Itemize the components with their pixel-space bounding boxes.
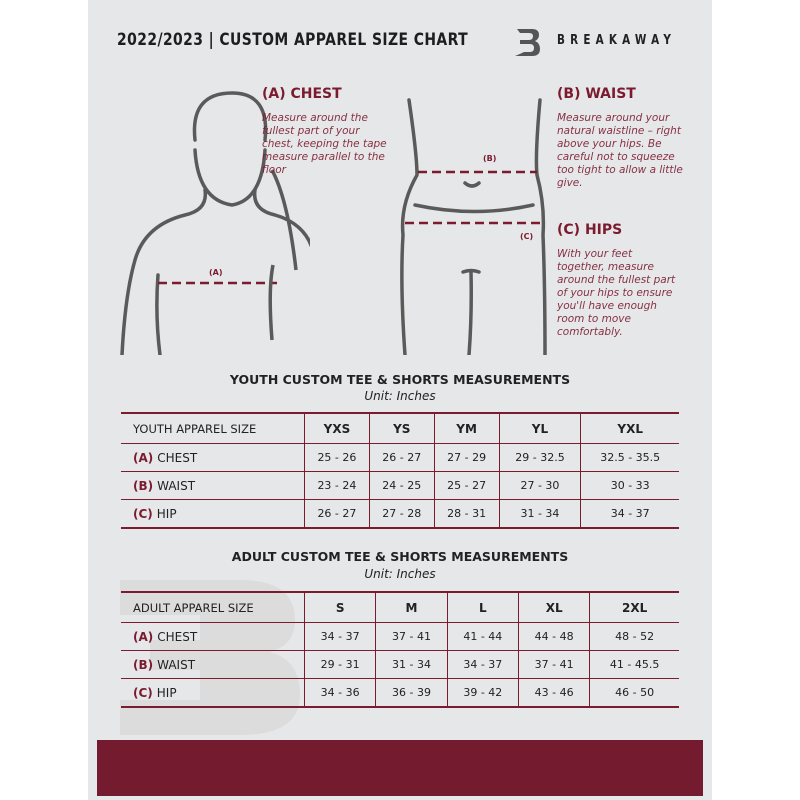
page-title: 2022/2023 | CUSTOM APPAREL SIZE CHART	[117, 30, 469, 50]
size-column-header: M	[375, 592, 448, 623]
adult-section-title: ADULT CUSTOM TEE & SHORTS MEASUREMENTS	[231, 549, 569, 564]
table-cell: 36 - 39	[375, 678, 448, 707]
table-row: (B) WAIST 29 - 31 31 - 34 34 - 37 37 - 41 41 -…	[121, 650, 679, 679]
table-cell: 48 - 52	[589, 622, 679, 651]
size-column-header: YS	[368, 413, 435, 444]
table-header-row: ADULT APPAREL SIZE S M L XL 2XL	[121, 592, 679, 623]
footer-bar	[97, 740, 703, 796]
measurement-code: (A)	[133, 450, 154, 465]
table-cell: 28 - 31	[433, 499, 500, 528]
youth-unit: Unit: Inches	[364, 389, 436, 403]
brand-name: BREAKAWAY	[557, 33, 677, 48]
table-cell: 29 - 32.5	[498, 443, 581, 472]
size-header-label: YOUTH APPAREL SIZE	[121, 413, 305, 444]
measurement-label: (B) WAIST	[121, 650, 305, 679]
size-column-header: 2XL	[589, 592, 679, 623]
table-cell: 26 - 27	[368, 443, 435, 472]
youth-section-title: YOUTH CUSTOM TEE & SHORTS MEASUREMENTS	[229, 372, 571, 387]
measurement-code: (B)	[133, 657, 154, 672]
measurement-label: (A) CHEST	[121, 443, 305, 472]
chest-heading: (A) CHEST	[262, 86, 342, 102]
chest-description: Measure around the fullest part of your …	[262, 112, 387, 176]
table-cell: 34 - 37	[580, 499, 679, 528]
table-cell: 41 - 45.5	[589, 650, 679, 679]
measurement-name: CHEST	[157, 629, 198, 644]
measurement-label: (C) HIP	[121, 679, 305, 708]
table-cell: 34 - 37	[303, 622, 376, 651]
waist-description: Measure around your natural waistline – …	[557, 112, 683, 189]
table-cell: 26 - 27	[304, 499, 370, 528]
measurement-label: (B) WAIST	[121, 471, 305, 500]
table-cell: 27 - 30	[498, 471, 581, 500]
size-header-label: ADULT APPAREL SIZE	[121, 592, 305, 623]
adult-size-table: ADULT APPAREL SIZE S M L XL 2XL (A) CHEST 34 - 3…	[121, 591, 679, 708]
waist-heading: (B) WAIST	[557, 86, 636, 102]
table-row: (C) HIP 34 - 36 36 - 39 39 - 42 43 - 46 46 - 5…	[121, 678, 679, 708]
measurement-name: WAIST	[157, 478, 196, 493]
size-column-header: XL	[517, 592, 590, 623]
hips-heading: (C) HIPS	[557, 222, 623, 238]
waist-marker: (B)	[483, 154, 497, 163]
chest-marker: (A)	[209, 268, 223, 277]
measurement-code: (B)	[133, 478, 154, 493]
measurement-name: WAIST	[157, 657, 196, 672]
measurement-name: HIP	[156, 685, 177, 700]
table-cell: 23 - 24	[304, 471, 370, 500]
measurement-label: (A) CHEST	[121, 622, 305, 651]
table-cell: 24 - 25	[368, 471, 435, 500]
measurement-label: (C) HIP	[121, 500, 305, 529]
table-cell: 27 - 29	[433, 443, 500, 472]
table-cell: 31 - 34	[375, 650, 448, 679]
table-row: (A) CHEST 34 - 37 37 - 41 41 - 44 44 - 48 48 -…	[121, 622, 679, 651]
table-cell: 30 - 33	[580, 471, 679, 500]
lower-body-figure	[400, 98, 547, 355]
table-header-row: YOUTH APPAREL SIZE YXS YS YM YL YXL	[121, 413, 679, 444]
table-cell: 46 - 50	[589, 678, 679, 707]
size-column-header: L	[446, 592, 519, 623]
table-cell: 44 - 48	[517, 622, 590, 651]
table-cell: 34 - 37	[446, 650, 519, 679]
table-cell: 29 - 31	[303, 650, 376, 679]
table-cell: 27 - 28	[368, 499, 435, 528]
breakaway-logo-icon	[515, 29, 540, 56]
hips-marker: (C)	[520, 232, 534, 241]
table-cell: 43 - 46	[517, 678, 590, 707]
size-column-header: YL	[498, 413, 581, 444]
table-row: (B) WAIST 23 - 24 24 - 25 25 - 27 27 - 30 30 -…	[121, 471, 679, 500]
size-column-header: YM	[433, 413, 500, 444]
adult-unit: Unit: Inches	[364, 567, 436, 581]
size-column-header: S	[303, 592, 376, 623]
table-cell: 37 - 41	[517, 650, 590, 679]
table-row: (A) CHEST 25 - 26 26 - 27 27 - 29 29 - 32.5 32…	[121, 443, 679, 472]
table-cell: 32.5 - 35.5	[580, 443, 679, 472]
table-row: (C) HIP 26 - 27 27 - 28 28 - 31 31 - 34 34 - 3…	[121, 499, 679, 529]
upper-body-figure	[120, 91, 310, 355]
table-cell: 34 - 36	[303, 678, 376, 707]
table-cell: 31 - 34	[498, 499, 581, 528]
measurement-name: HIP	[156, 506, 177, 521]
measurement-code: (C)	[133, 506, 153, 521]
size-column-header: YXL	[580, 413, 679, 444]
measurement-code: (A)	[133, 629, 154, 644]
table-cell: 37 - 41	[375, 622, 448, 651]
table-cell: 41 - 44	[446, 622, 519, 651]
youth-size-table: YOUTH APPAREL SIZE YXS YS YM YL YXL (A) CHEST 25…	[121, 412, 679, 529]
arm-outline	[268, 169, 298, 341]
hips-description: With your feet together, measure around …	[557, 248, 676, 338]
table-cell: 39 - 42	[446, 678, 519, 707]
table-cell: 25 - 26	[304, 443, 370, 472]
measurement-name: CHEST	[157, 450, 198, 465]
table-cell: 25 - 27	[433, 471, 500, 500]
size-column-header: YXS	[304, 413, 370, 444]
measurement-code: (C)	[133, 685, 153, 700]
